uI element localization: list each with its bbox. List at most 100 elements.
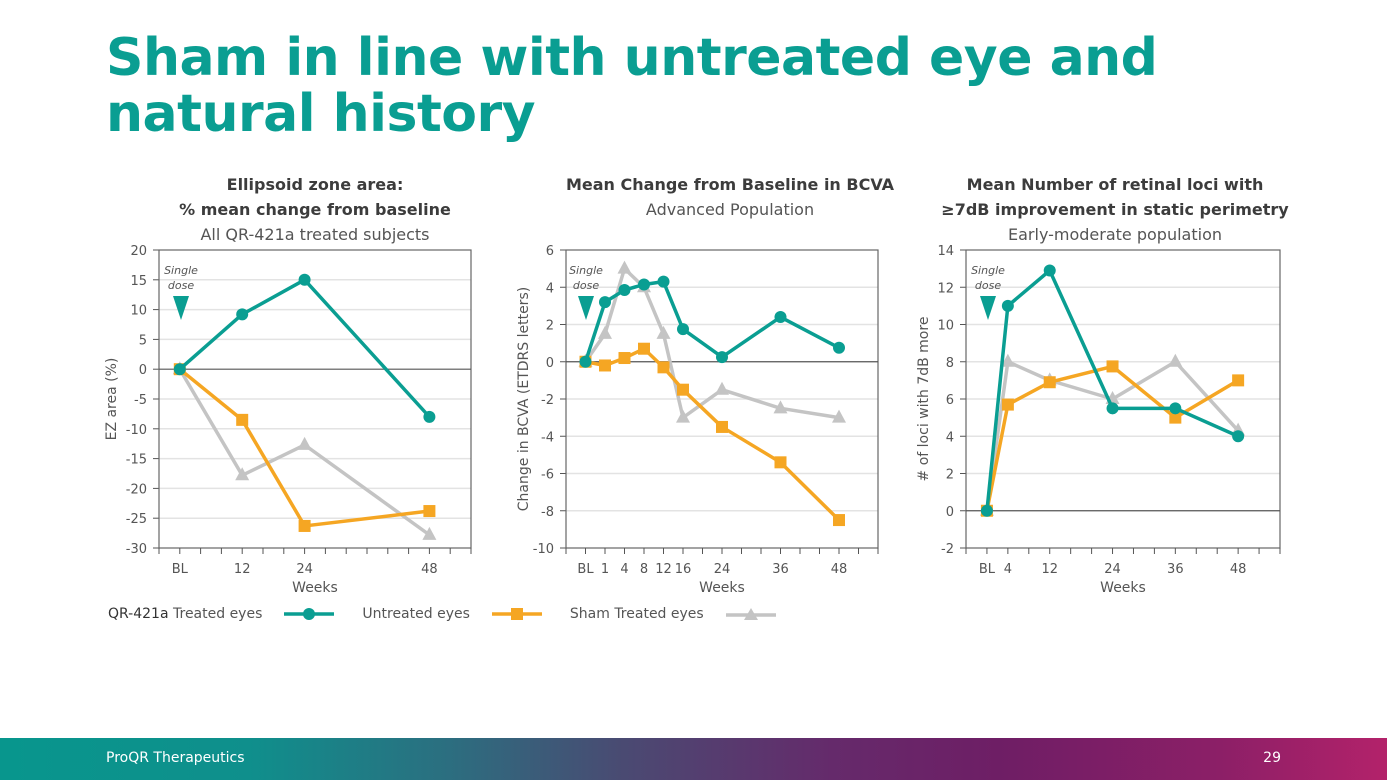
single-dose-annotation: Single — [569, 264, 603, 277]
data-point-treated — [1169, 402, 1182, 415]
data-point-sham — [773, 400, 788, 414]
dose-marker-icon — [578, 296, 594, 320]
series-line-treated — [178, 278, 431, 419]
data-point-untreated — [423, 505, 436, 518]
y-tick-label: 0 — [546, 356, 554, 371]
y-tick-label: 14 — [937, 244, 954, 259]
data-point-untreated — [774, 456, 787, 469]
single-dose-annotation: dose — [573, 279, 599, 292]
slide-title: Sham in line with untreated eye and natu… — [106, 28, 1158, 144]
y-tick-label: 8 — [946, 356, 954, 371]
data-point-untreated — [1232, 374, 1245, 387]
data-point-treated — [1232, 430, 1245, 443]
legend-sham-label: Sham Treated eyes — [569, 606, 704, 622]
y-tick-label: -8 — [541, 505, 554, 520]
data-point-sham — [617, 260, 632, 274]
data-point-treated — [716, 351, 728, 364]
legend-item-sham: Sham Treated eyes — [570, 606, 776, 622]
x-axis-label: Weeks — [1100, 580, 1146, 596]
data-point-treated — [638, 278, 650, 291]
plot-frame — [158, 249, 472, 549]
legend-treated-label: Treated eyes — [168, 606, 263, 622]
x-tick-label: BL — [172, 562, 189, 577]
footer-bar: ProQR Therapeutics 29 — [0, 738, 1387, 780]
data-point-sham — [422, 526, 437, 540]
legend-untreated-label: Untreated eyes — [362, 606, 470, 622]
single-dose-annotation: dose — [168, 279, 194, 292]
data-point-sham — [598, 325, 612, 339]
x-tick-label: 24 — [296, 562, 313, 577]
x-tick-label: 48 — [831, 562, 848, 577]
y-tick-label: -10 — [126, 423, 147, 438]
x-tick-label: 1 — [601, 562, 609, 577]
data-point-treated — [657, 275, 670, 288]
legend: QR-421a Treated eyes Untreated eyes Sham… — [108, 603, 804, 625]
data-point-untreated — [298, 519, 311, 532]
data-point-sham — [297, 436, 312, 450]
x-axis-label: Weeks — [699, 580, 745, 596]
legend-treated-prefix: QR-421a — [108, 606, 169, 622]
x-tick-label: BL — [979, 562, 996, 577]
y-tick-label: 0 — [946, 505, 954, 520]
chart-1: 20 15 10 5 0 -5 -10 -15 -20 -25 -30 BL 12 24 48 Weeks EZ… — [104, 244, 472, 596]
y-tick-label: 6 — [946, 393, 954, 408]
data-point-treated — [236, 308, 249, 321]
chart-1-title: Ellipsoid zone area: — [226, 175, 404, 194]
chart-1-header: Ellipsoid zone area: % mean change from … — [150, 172, 480, 247]
data-point-untreated — [1106, 360, 1119, 373]
data-point-untreated — [618, 352, 631, 365]
chart-3-title-line2: ≥7dB improvement in static perimetry — [941, 200, 1289, 219]
x-tick-label: 24 — [714, 562, 731, 577]
footer-company: ProQR Therapeutics — [106, 750, 245, 766]
y-tick-label: 4 — [546, 281, 554, 296]
single-dose-annotation: Single — [164, 264, 198, 277]
y-axis-label: # of loci with 7dB more — [916, 317, 932, 482]
y-tick-label: -4 — [541, 430, 554, 445]
y-tick-label: 0 — [139, 363, 147, 378]
chart-2-subtitle: Advanced Population — [645, 200, 815, 219]
chart-3-subtitle: Early-moderate population — [1008, 225, 1222, 244]
y-tick-label: 10 — [937, 319, 954, 334]
x-tick-label: 48 — [1230, 562, 1247, 577]
data-point-sham — [656, 325, 671, 339]
y-tick-label: -15 — [126, 453, 147, 468]
y-tick-label: 15 — [130, 274, 147, 289]
data-point-treated — [423, 410, 436, 423]
y-tick-label: 12 — [937, 281, 954, 296]
y-tick-label: -25 — [126, 512, 147, 527]
data-point-untreated — [833, 514, 845, 527]
data-point-treated — [599, 296, 611, 309]
data-point-treated — [980, 504, 993, 517]
plot-frame — [965, 249, 1281, 549]
chart-1-subtitle: All QR-421a treated subjects — [200, 225, 430, 244]
y-tick-label: -10 — [533, 542, 554, 557]
y-tick-label: -5 — [134, 393, 147, 408]
y-tick-label: -30 — [126, 542, 147, 557]
series-line-sham — [985, 360, 1240, 511]
x-tick-label: 8 — [640, 562, 648, 577]
data-point-treated — [618, 284, 631, 297]
y-tick-label: 6 — [546, 244, 554, 259]
data-point-untreated — [236, 413, 249, 426]
data-point-treated — [579, 355, 592, 368]
y-tick-label: -20 — [126, 482, 147, 497]
x-tick-label: 12 — [234, 562, 251, 577]
x-tick-label: 48 — [421, 562, 438, 577]
x-tick-label: 4 — [1004, 562, 1012, 577]
chart-3: 14 12 10 8 6 4 2 0 -2 BL 4 12 24 36 48 Weeks # of loci w… — [916, 244, 1281, 596]
data-point-untreated — [716, 420, 728, 433]
chart-2-title: Mean Change from Baseline in BCVA — [565, 175, 895, 194]
legend-item-untreated: Untreated eyes — [362, 606, 542, 622]
data-point-treated — [774, 311, 787, 324]
legend-sham-marker-icon — [725, 608, 776, 620]
data-point-sham — [676, 409, 690, 423]
x-tick-label: 12 — [655, 562, 672, 577]
dose-marker-icon — [173, 296, 189, 320]
legend-untreated-marker-icon — [491, 608, 542, 620]
x-tick-label: 36 — [772, 562, 789, 577]
data-point-treated — [1043, 264, 1056, 277]
data-point-treated — [173, 363, 186, 376]
chart-3-header: Mean Number of retinal loci with ≥7dB im… — [935, 172, 1295, 247]
data-point-untreated — [1169, 411, 1182, 424]
